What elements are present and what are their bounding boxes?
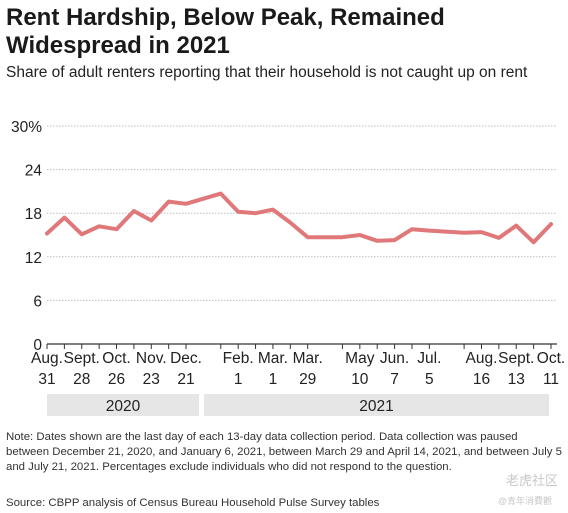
x-tick-day-label: 1 [269,371,278,388]
x-tick-month-label: Sept. [64,350,100,367]
x-tick-month-label: Mar. [293,350,323,367]
year-label: 2021 [359,398,393,415]
x-tick-month-label: Nov. [136,350,167,367]
watermark-text: 老虎社区 [505,473,558,488]
chart-source: Source: CBPP analysis of Census Bureau H… [6,497,380,509]
series-line [45,191,553,245]
x-tick-day-label: 21 [177,371,194,388]
x-tick-month-label: Feb. [223,350,254,367]
chart-subtitle: Share of adult renters reporting that th… [6,64,528,81]
x-tick-month-label: Oct. [102,350,130,367]
x-tick-month-label: Sept. [498,350,534,367]
x-tick-month-label: Aug. [31,350,63,367]
chart-title: Rent Hardship, Below Peak, Remained Wide… [6,4,445,59]
x-tick-day-label: 7 [390,371,399,388]
x-tick-day-label: 11 [543,371,559,388]
x-tick-day-label: 1 [234,371,243,388]
rent-hardship-chart: 0 6 12 18 24 30% Aug. 31 Sept. 28 Oct. 26 Nov. 23 Dec… [11,119,565,416]
y-tick-label: 18 [25,206,42,223]
y-tick-label: 12 [25,250,42,267]
series-layer [45,191,553,245]
x-tick-month-label: Mar. [258,350,288,367]
x-tick-day-label: 16 [473,371,490,388]
x-tick-month-label: Aug. [466,350,498,367]
y-tick-label: 24 [25,163,43,180]
x-tick-month-label: Jun. [380,350,409,367]
x-tick-day-label: 29 [299,371,316,388]
x-tick-month-label: Jul. [417,350,441,367]
year-label: 2020 [106,398,141,415]
x-tick-day-label: 28 [73,371,90,388]
watermark-subtext: @青年消費觀 [497,496,552,506]
year-band [47,394,199,416]
y-tick-label: 30% [11,119,42,136]
y-axis-ticks: 0 6 12 18 24 30% [11,119,42,354]
x-tick-day-label: 5 [425,371,434,388]
x-tick-day-label: 23 [143,371,160,388]
x-tick-day-label: 31 [38,371,55,388]
x-tick-month-label: Oct. [537,350,565,367]
year-bands: 2020 2021 [47,394,549,416]
x-tick-day-label: 26 [108,371,125,388]
x-tick-day-label: 10 [351,371,369,388]
x-axis-ticks: Aug. 31 Sept. 28 Oct. 26 Nov. 23 Dec. 21 Feb. 1 Mar.… [31,344,565,388]
x-tick-day-label: 13 [508,371,525,388]
year-band [204,394,549,416]
x-tick-month-label: May [345,350,375,367]
y-tick-label: 6 [33,293,42,310]
x-tick-month-label: Dec. [170,350,202,367]
chart-note: Note: Dates shown are the last day of ea… [6,431,562,473]
y-tick-label: 0 [33,337,42,354]
